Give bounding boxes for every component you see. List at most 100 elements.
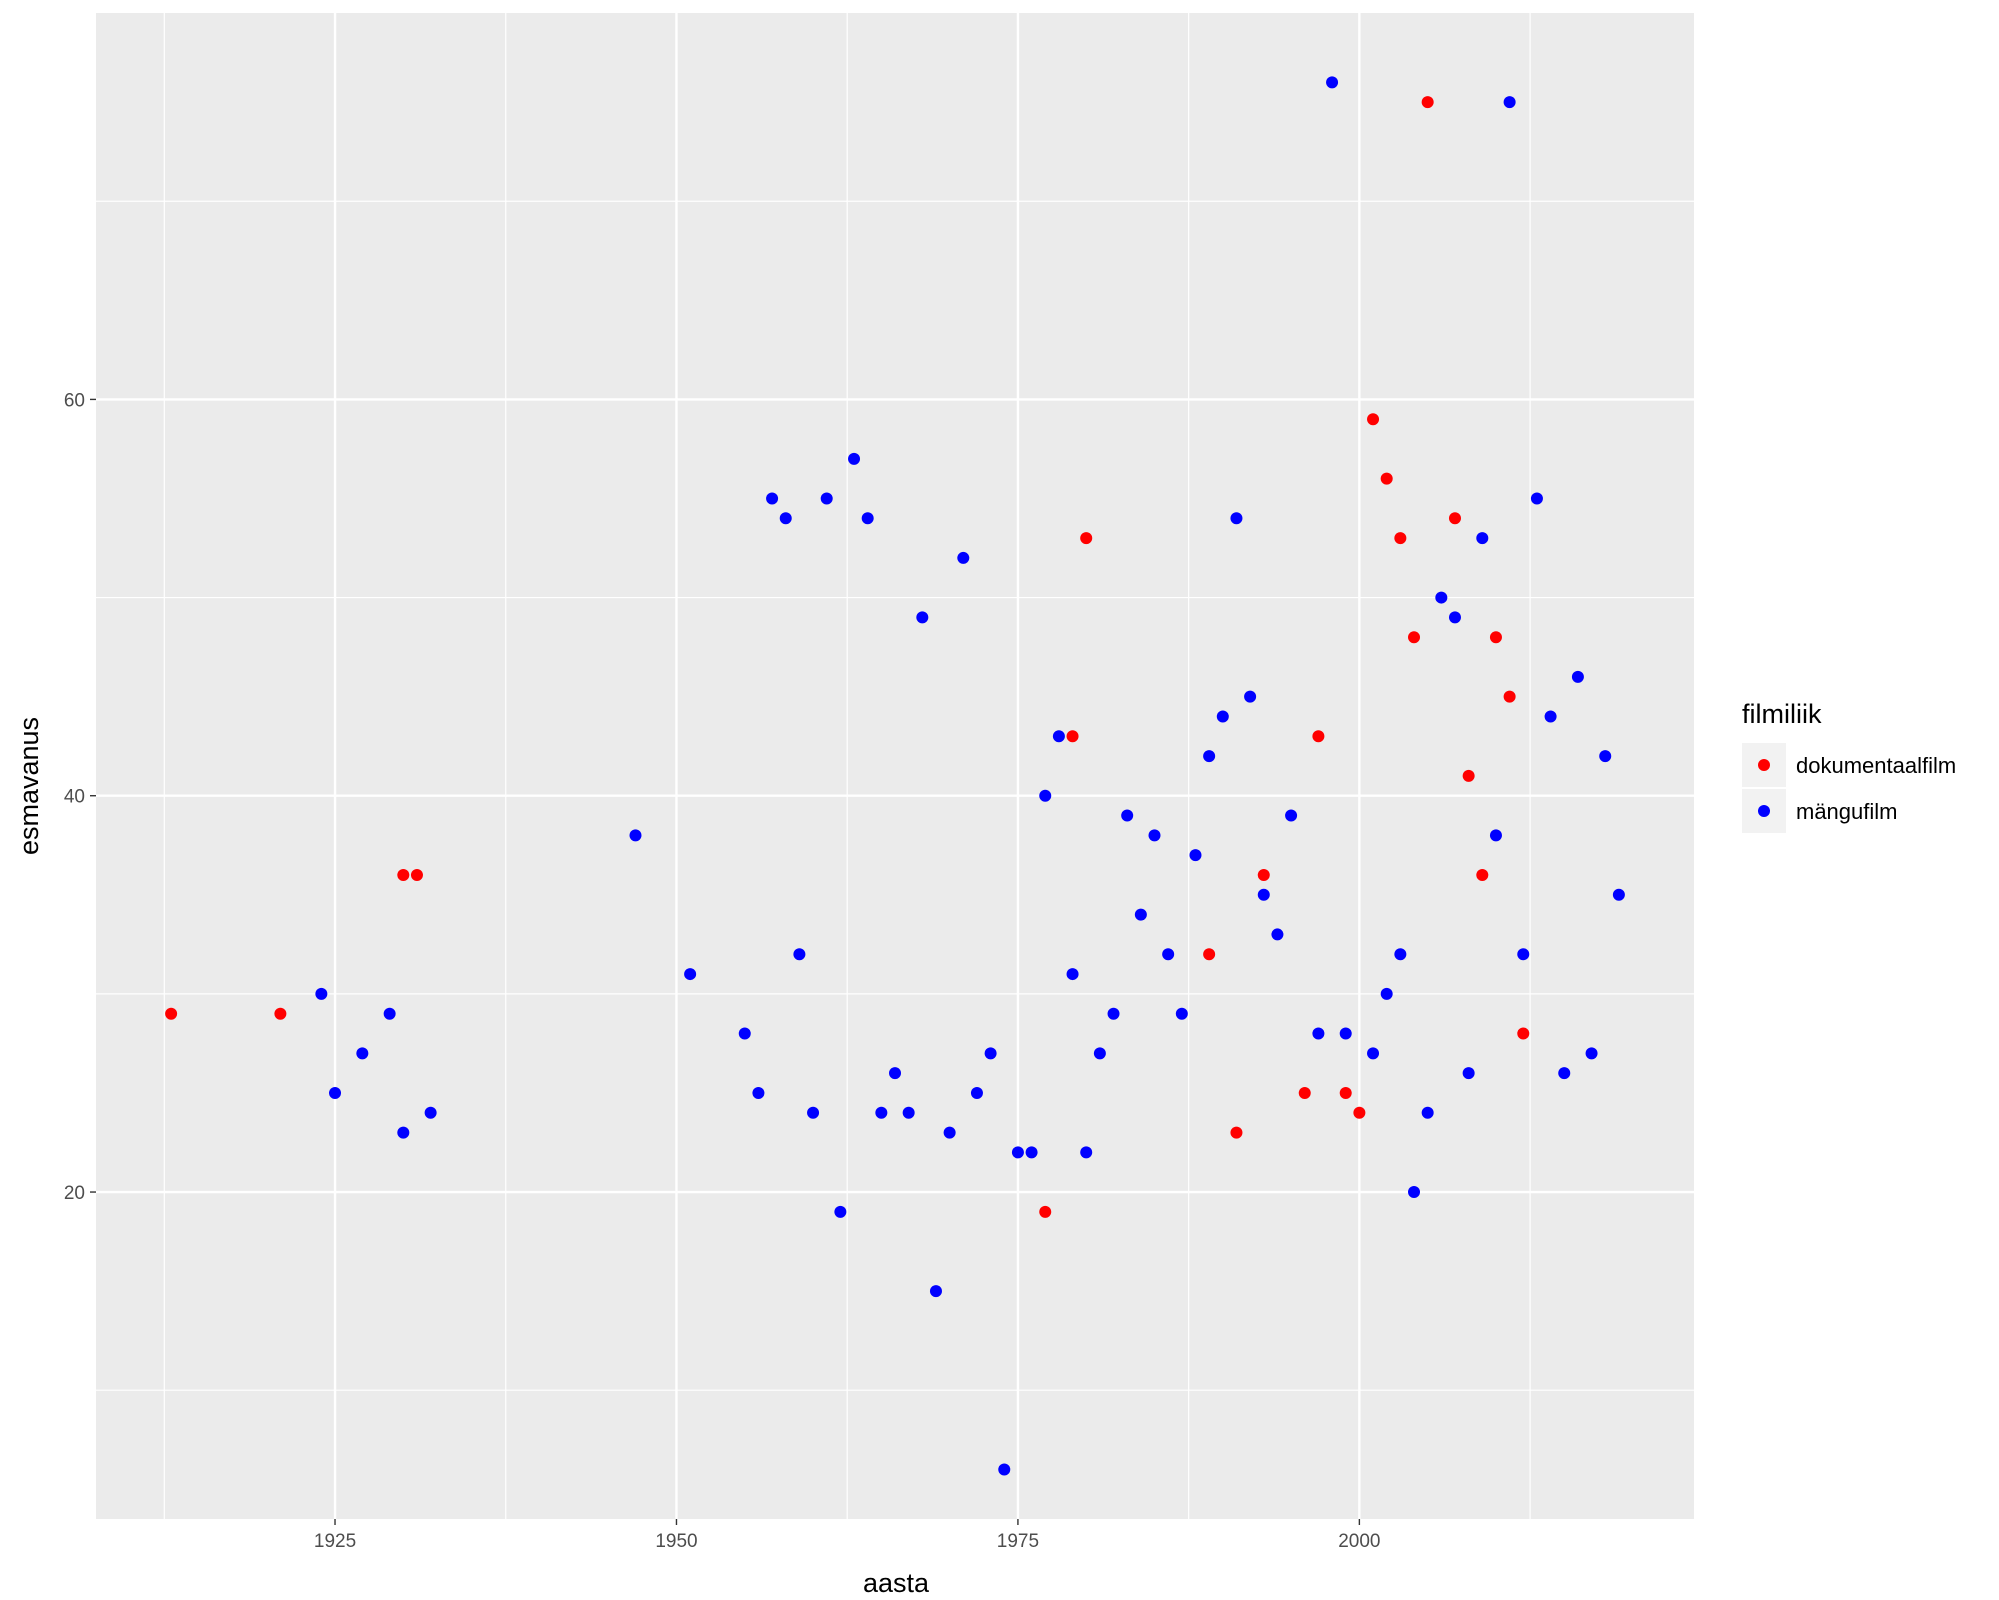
data-point [1093, 1047, 1106, 1060]
data-point [684, 968, 697, 981]
data-point [1585, 1047, 1598, 1060]
data-point [1257, 868, 1270, 881]
y-tick-label: 20 [64, 1183, 85, 1204]
data-point [329, 1086, 342, 1099]
data-point [410, 868, 423, 881]
data-point [1189, 849, 1202, 862]
legend-key-mangufilm [1758, 805, 1770, 817]
data-point [1558, 1067, 1571, 1080]
data-point [1025, 1146, 1038, 1159]
data-point [889, 1067, 901, 1080]
data-point [1394, 948, 1407, 961]
data-point [397, 1126, 410, 1139]
data-point [1216, 710, 1229, 723]
data-point [1448, 512, 1461, 525]
data-point [629, 829, 642, 842]
data-point [1476, 532, 1489, 545]
data-point [1066, 730, 1079, 743]
data-point [766, 492, 779, 505]
data-point [1421, 1106, 1434, 1119]
data-point [1230, 512, 1243, 525]
data-point [1435, 591, 1448, 604]
data-point [1121, 809, 1134, 822]
y-axis-title: esmavanus [14, 717, 44, 855]
x-tick-label: 1975 [997, 1531, 1039, 1552]
data-point [274, 1007, 287, 1020]
data-point [1571, 670, 1584, 683]
x-axis: 1925 1950 1975 2000 [314, 1519, 1381, 1552]
x-tick-label: 1925 [314, 1531, 356, 1552]
data-point [1148, 829, 1161, 842]
y-axis: 20 40 60 [64, 390, 96, 1204]
data-point [929, 1285, 942, 1298]
data-point [1408, 631, 1421, 644]
data-point [1298, 1086, 1311, 1099]
data-point [752, 1086, 765, 1099]
data-point [1257, 888, 1270, 901]
data-point [1380, 987, 1393, 1000]
data-point [848, 452, 861, 465]
data-point [1230, 1126, 1243, 1139]
legend-label: mängufilm [1796, 799, 1897, 824]
data-point [1517, 948, 1530, 961]
data-point [1339, 1086, 1352, 1099]
data-point [315, 987, 328, 1000]
legend-key-dokumentaalfilm [1758, 759, 1770, 771]
data-point [1612, 888, 1625, 901]
data-point [1080, 1146, 1093, 1159]
data-point [1394, 532, 1407, 545]
data-point [1134, 908, 1147, 921]
data-point [1039, 789, 1052, 802]
data-point [957, 551, 970, 564]
data-point [1367, 413, 1380, 426]
x-axis-title: aasta [863, 1568, 930, 1598]
legend: filmiliik dokumentaalfilm mängufilm [1742, 699, 1956, 833]
x-tick-label: 2000 [1338, 1531, 1380, 1552]
data-point [834, 1205, 847, 1218]
data-point [1107, 1007, 1120, 1020]
data-point [1080, 532, 1093, 545]
data-point [943, 1126, 956, 1139]
data-point [1380, 472, 1393, 485]
y-tick-label: 60 [64, 390, 85, 411]
data-point [1503, 96, 1516, 109]
data-point [916, 611, 929, 624]
data-point [1489, 829, 1502, 842]
data-point [1312, 730, 1325, 743]
data-point [820, 492, 833, 505]
major-gridlines [96, 13, 1694, 1519]
data-point [779, 512, 792, 525]
plot-panel [96, 13, 1694, 1519]
x-tick-label: 1950 [655, 1531, 697, 1552]
data-point [1175, 1007, 1188, 1020]
data-point [1066, 968, 1079, 981]
data-point [1489, 631, 1502, 644]
y-tick-label: 40 [64, 787, 85, 808]
data-point [998, 1463, 1011, 1476]
data-point [1052, 730, 1065, 743]
data-point [1367, 1047, 1380, 1060]
data-point [1503, 690, 1516, 703]
data-point [970, 1086, 983, 1099]
data-point [1244, 690, 1257, 703]
data-point [1011, 1146, 1024, 1159]
data-point [397, 868, 410, 881]
data-point [1462, 1067, 1475, 1080]
data-point [1408, 1186, 1421, 1199]
data-point [1271, 928, 1284, 941]
data-point [1339, 1027, 1352, 1040]
data-point [1530, 492, 1543, 505]
data-point [356, 1047, 369, 1060]
data-point [1039, 1205, 1052, 1218]
data-point [1203, 948, 1216, 961]
data-point [793, 948, 806, 961]
legend-label: dokumentaalfilm [1796, 753, 1956, 778]
data-point [738, 1027, 751, 1040]
minor-gridlines [96, 13, 1694, 1519]
data-point [1203, 750, 1216, 763]
data-point [165, 1007, 178, 1020]
data-point [875, 1106, 888, 1119]
data-point [861, 512, 874, 525]
data-point [1312, 1027, 1325, 1040]
